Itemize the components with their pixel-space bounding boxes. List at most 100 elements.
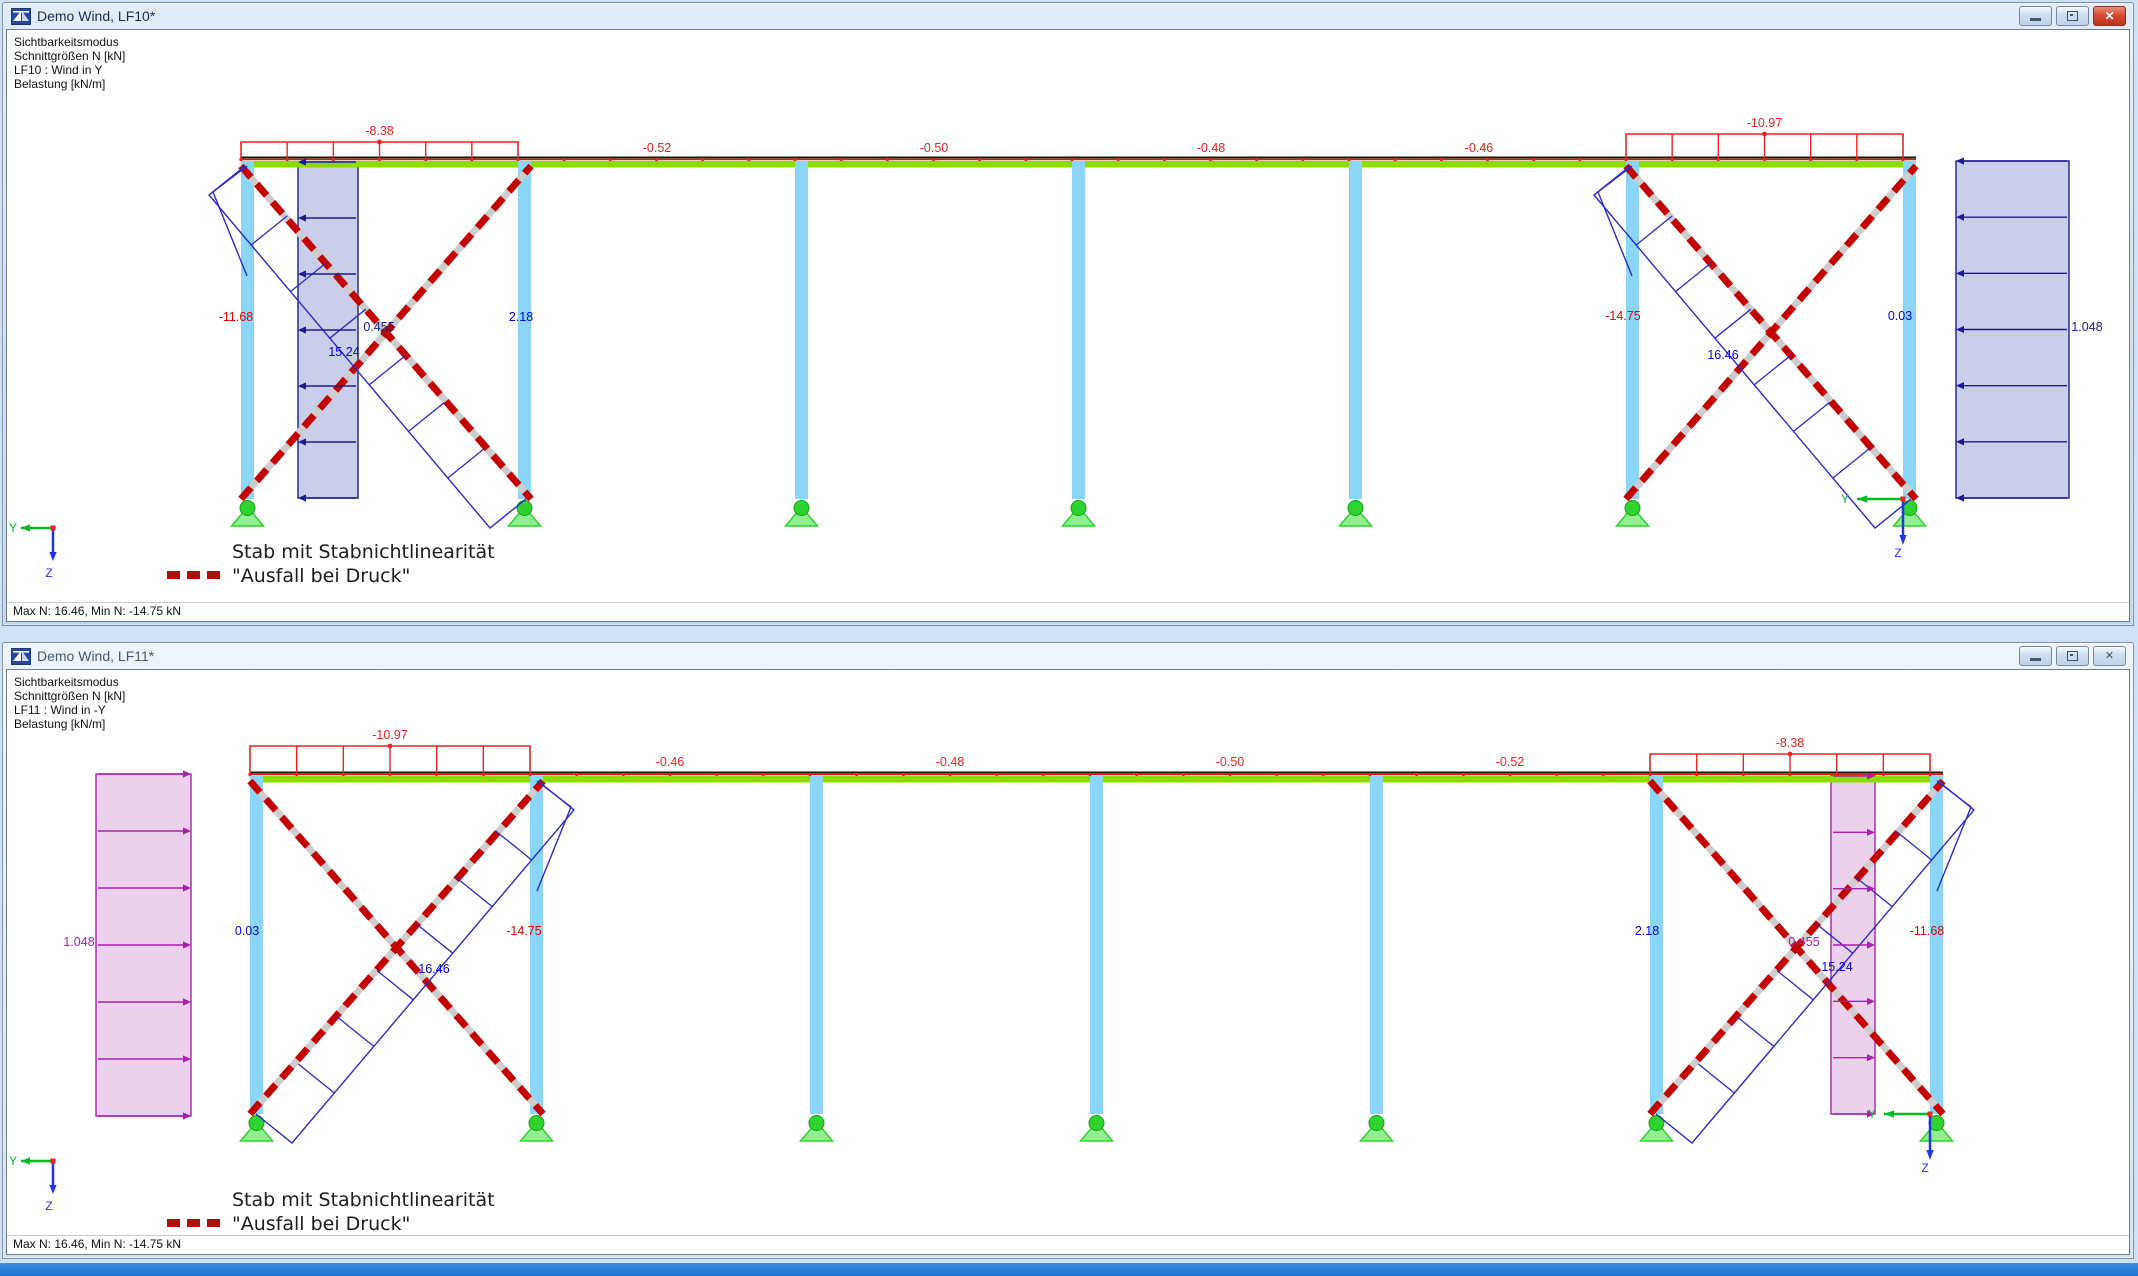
support-node[interactable] <box>808 1115 825 1131</box>
support-cone[interactable] <box>229 505 266 527</box>
axis-z-label: Z <box>1894 546 1901 560</box>
support-node[interactable] <box>239 500 256 516</box>
node-marker <box>1070 157 1074 162</box>
support-cone[interactable] <box>238 1120 275 1142</box>
support-node[interactable] <box>1368 1115 1385 1131</box>
bracing-bay[interactable] <box>208 163 534 529</box>
brace-member-dashed[interactable] <box>238 163 534 502</box>
minimize-button[interactable] <box>2019 646 2052 666</box>
support-node[interactable] <box>516 500 533 516</box>
restore-button[interactable] <box>2056 646 2089 666</box>
column-member[interactable] <box>1930 776 1943 1114</box>
load-midpoint-marker <box>1787 751 1793 757</box>
brace-member-dashed[interactable] <box>1647 778 1946 1117</box>
support-cone[interactable] <box>518 1120 555 1142</box>
arrow-head-icon <box>298 158 306 166</box>
column-member[interactable] <box>1650 776 1663 1114</box>
top-distributed-load[interactable]: -10.97 <box>1625 116 1904 159</box>
beam-n-value-label: -0.48 <box>1197 141 1226 155</box>
support-cone[interactable] <box>1337 505 1374 527</box>
status-text: Max N: 16.46, Min N: -14.75 kN <box>13 1237 182 1251</box>
column-member[interactable] <box>810 776 823 1114</box>
bracing-bay[interactable] <box>247 778 575 1144</box>
wind-load-arrows <box>1956 157 2067 502</box>
column-member[interactable] <box>795 161 808 499</box>
support-node[interactable] <box>248 1115 265 1131</box>
restore-button[interactable] <box>2056 6 2089 26</box>
node-marker <box>793 157 797 162</box>
node-marker <box>481 772 486 777</box>
column-member[interactable] <box>241 161 254 499</box>
column-member[interactable] <box>1626 161 1639 499</box>
node-marker <box>423 157 428 162</box>
column-member[interactable] <box>1903 161 1916 499</box>
support-node[interactable] <box>1347 500 1364 516</box>
node-marker <box>1881 772 1886 777</box>
n-diagram-hatch <box>495 830 533 861</box>
column-member[interactable] <box>250 776 263 1114</box>
info-line: Belastung [kN/m] <box>14 77 106 91</box>
structure-scene-lf11[interactable]: -10.97 -8.38 -0.46 -0.48 -0.50 -0.52 0.03 -14.7… <box>7 670 2130 1254</box>
top-distributed-load[interactable]: -8.38 <box>1649 736 1931 774</box>
support-cone[interactable] <box>1078 1120 1115 1142</box>
column-member[interactable] <box>518 161 531 499</box>
view-info-block: Sichtbarkeitsmodus Schnittgrößen N [kN] … <box>14 675 125 731</box>
arrow-head-icon <box>1956 269 1964 277</box>
support-cone[interactable] <box>1358 1120 1395 1142</box>
top-distributed-load[interactable]: -10.97 <box>249 728 531 774</box>
brace-member-dashed[interactable] <box>247 778 546 1117</box>
support-cone[interactable] <box>506 505 543 527</box>
support-node[interactable] <box>793 500 810 516</box>
structure-scene-lf10[interactable]: -8.38 -10.97 -0.52 -0.50 -0.48 -0.46 -11.68 2.1… <box>7 30 2130 621</box>
n-diagram-band <box>208 165 527 529</box>
node-marker <box>1134 772 1139 777</box>
column-n-diagram <box>1936 780 1972 892</box>
arrow-head-icon <box>183 998 191 1006</box>
arrow-head-icon <box>1857 495 1867 503</box>
titlebar[interactable]: Demo Wind, LF11* ✕ <box>3 643 2133 669</box>
n-value-label: 2.18 <box>1635 924 1659 938</box>
minimize-icon <box>2030 658 2041 661</box>
support-node[interactable] <box>528 1115 545 1131</box>
support-cone[interactable] <box>1638 1120 1675 1142</box>
arrow-head-icon <box>298 382 306 390</box>
support-node[interactable] <box>1088 1115 1105 1131</box>
close-button[interactable]: ✕ <box>2093 646 2126 666</box>
support-cone[interactable] <box>1918 1120 1955 1142</box>
minimize-button[interactable] <box>2019 6 2052 26</box>
column-member[interactable] <box>1090 776 1103 1114</box>
support-cone[interactable] <box>783 505 820 527</box>
brace-member-dashed[interactable] <box>1623 163 1919 502</box>
n-diagram-hatch <box>1816 923 1854 954</box>
top-distributed-load[interactable]: -8.38 <box>240 124 519 159</box>
support-node[interactable] <box>1624 500 1641 516</box>
close-button[interactable]: ✕ <box>2093 6 2126 26</box>
node-marker <box>377 157 382 162</box>
support-cone[interactable] <box>1614 505 1651 527</box>
bracing-bay[interactable] <box>1647 778 1975 1144</box>
node-marker <box>1901 157 1905 162</box>
window-title: Demo Wind, LF11* <box>37 648 155 664</box>
column-member[interactable] <box>1370 776 1383 1114</box>
column-member[interactable] <box>1072 161 1085 499</box>
titlebar[interactable]: Demo Wind, LF10* ✕ <box>3 3 2133 29</box>
column-member[interactable] <box>530 776 543 1114</box>
node-marker <box>1461 772 1466 777</box>
node-marker <box>1928 772 1932 777</box>
bracing-bay[interactable] <box>1593 163 1919 529</box>
support-node[interactable] <box>1648 1115 1665 1131</box>
arrow-head-icon <box>21 1157 30 1165</box>
arrow-head-icon <box>1867 885 1875 893</box>
drawing-area-lf10[interactable]: Sichtbarkeitsmodus Schnittgrößen N [kN] … <box>6 29 2130 622</box>
support-node[interactable] <box>1070 500 1087 516</box>
node-marker <box>1508 772 1512 777</box>
column-member[interactable] <box>1349 161 1362 499</box>
drawing-area-lf11[interactable]: Sichtbarkeitsmodus Schnittgrößen N [kN] … <box>6 669 2130 1255</box>
column-n-diagram <box>536 780 572 892</box>
support-cone[interactable] <box>1891 505 1928 527</box>
beam-n-value-label: -0.52 <box>1496 755 1525 769</box>
support-cone[interactable] <box>1060 505 1097 527</box>
info-line: Schnittgrößen N [kN] <box>14 689 126 703</box>
node-marker <box>1181 772 1186 777</box>
support-cone[interactable] <box>798 1120 835 1142</box>
